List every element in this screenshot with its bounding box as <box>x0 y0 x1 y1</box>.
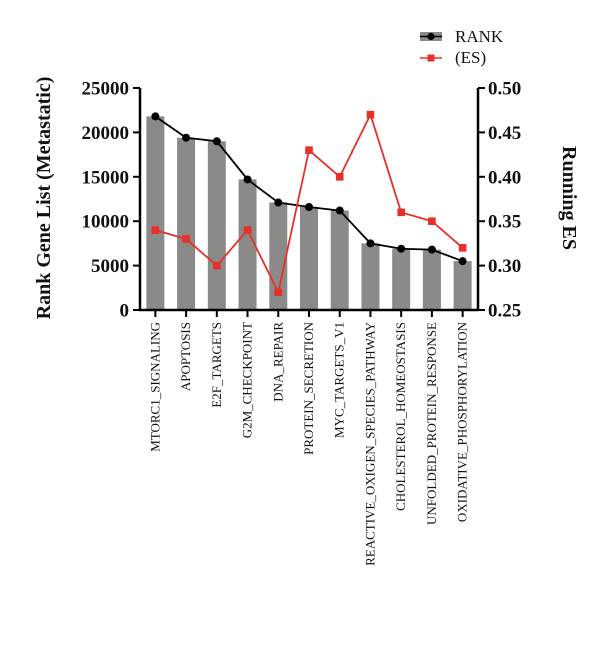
rank-point <box>427 245 436 254</box>
legend-item-rank: RANK <box>420 27 504 46</box>
left-tick-label: 25000 <box>82 79 130 100</box>
es-point <box>335 173 344 181</box>
rank-point <box>151 112 160 121</box>
right-tick-label: 0.25 <box>488 301 521 322</box>
legend-rank-marker <box>427 32 435 41</box>
right-tick-label: 0.35 <box>488 212 521 233</box>
rank-bar <box>300 206 318 310</box>
category-label: CHOLESTEROL_HOMEOSTASIS <box>393 322 408 511</box>
rank-point <box>182 133 191 142</box>
right-tick-label: 0.50 <box>488 79 521 100</box>
right-tick-label: 0.30 <box>488 256 521 277</box>
rank-point <box>305 202 313 211</box>
category-label: REACTIVE_OXIGEN_SPECIES_PATHWAY <box>362 321 377 566</box>
es-point <box>213 261 221 270</box>
es-point <box>274 288 283 297</box>
legend: RANK (ES) <box>420 27 504 67</box>
es-point <box>428 217 436 225</box>
rank-point <box>274 198 283 207</box>
es-point <box>397 208 405 217</box>
rank-line-series <box>151 112 467 266</box>
rank-point <box>397 244 406 253</box>
es-point <box>366 110 375 119</box>
right-axis-title: Running ES <box>558 146 580 250</box>
rank-bars <box>146 116 472 310</box>
legend-es-label: (ES) <box>455 48 486 67</box>
rank-bar <box>207 141 226 310</box>
right-axis-ticks: 0.25 0.30 0.35 0.40 0.45 0.50 <box>478 79 521 322</box>
axes <box>138 88 480 317</box>
category-labels: MTORC1_SIGNALING APOPTOSIS E2F_TARGETS G2M_… <box>147 321 469 566</box>
right-tick-label: 0.40 <box>488 167 521 188</box>
category-label: MTORC1_SIGNALING <box>147 322 162 452</box>
category-label: UNFOLDED_PROTEIN_RESPONSE <box>424 322 439 525</box>
left-axis-title: Rank Gene List (Metastatic) <box>33 77 55 320</box>
category-label: MYC_TARGETS_V1 <box>332 322 347 438</box>
es-point <box>305 146 313 154</box>
category-label: DNA_REPAIR <box>270 322 285 402</box>
legend-rank-label: RANK <box>455 27 504 46</box>
legend-es-marker <box>427 54 435 62</box>
category-label: E2F_TARGETS <box>209 322 224 408</box>
rank-bar <box>146 116 165 310</box>
rank-bar <box>392 248 411 310</box>
left-tick-label: 15000 <box>82 167 130 188</box>
category-label: PROTEIN_SECRETION <box>301 321 316 455</box>
category-label: APOPTOSIS <box>178 322 193 391</box>
rank-point <box>243 175 252 184</box>
left-tick-label: 0 <box>120 301 130 322</box>
es-line-series <box>151 110 467 297</box>
es-point <box>182 235 190 243</box>
legend-item-es: (ES) <box>420 48 486 67</box>
category-label: OXIDATIVE_PHOSPHORYLATION <box>455 321 470 522</box>
left-tick-label: 10000 <box>82 212 130 233</box>
es-point <box>243 226 252 234</box>
category-label: G2M_CHECKPOINT <box>240 322 255 438</box>
rank-bar <box>453 261 472 310</box>
rank-point <box>458 257 467 266</box>
left-axis-ticks: 0 5000 10000 15000 20000 25000 <box>82 79 140 322</box>
rank-bar <box>238 179 257 310</box>
rank-bar <box>422 249 441 310</box>
left-tick-label: 5000 <box>91 256 129 277</box>
rank-bar <box>361 243 380 310</box>
right-tick-label: 0.45 <box>488 123 521 144</box>
es-point <box>151 226 160 234</box>
left-tick-label: 20000 <box>82 123 130 144</box>
rank-point <box>212 137 221 146</box>
rank-bar <box>177 137 196 310</box>
rank-point <box>366 239 375 248</box>
es-point <box>458 244 467 252</box>
rank-bar <box>330 210 349 310</box>
rank-point <box>335 206 344 215</box>
